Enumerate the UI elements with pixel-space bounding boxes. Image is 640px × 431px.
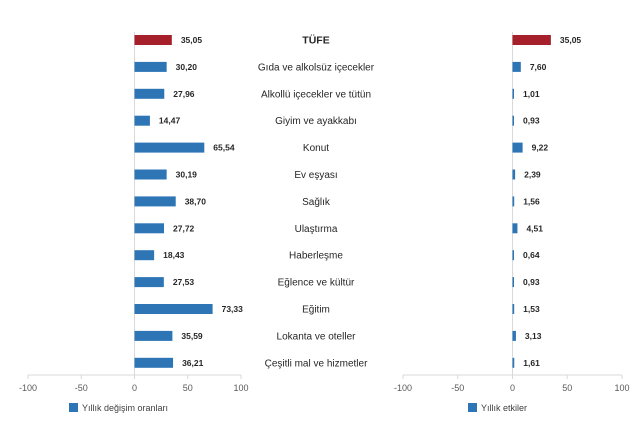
right-value-label: 1,01	[523, 89, 540, 99]
right-bar	[512, 35, 551, 45]
left-tick-label: 100	[233, 383, 248, 393]
right-bar	[512, 115, 514, 126]
right-bar	[512, 277, 514, 288]
left-bar	[134, 169, 167, 180]
right-bar	[512, 142, 523, 153]
left-bar	[134, 196, 176, 207]
left-tick-label: 0	[132, 383, 137, 393]
left-bar	[134, 142, 205, 153]
left-value-label: 27,72	[173, 223, 195, 233]
right-value-label: 1,53	[523, 304, 540, 314]
left-tick-label: 50	[183, 383, 193, 393]
category-label: Gıda ve alkolsüz içecekler	[258, 62, 375, 73]
category-label: Ulaştırma	[295, 224, 338, 235]
right-bar	[512, 196, 515, 207]
category-label: Çeşitli mal ve hizmetler	[265, 358, 368, 369]
category-label: Eğitim	[302, 305, 330, 316]
right-value-label: 0,64	[523, 250, 540, 260]
left-bar	[134, 35, 172, 45]
right-tick-label: 0	[510, 383, 515, 393]
right-bar	[512, 223, 518, 234]
category-label: Ev eşyası	[294, 170, 337, 181]
left-bar	[134, 88, 165, 99]
right-panel-annual-effects: -100 -50 0 50 100 35,05 7,60 1,01 0,93 9,22 2,39 1,…	[394, 32, 630, 413]
left-bar	[134, 61, 167, 72]
left-value-label: 30,20	[176, 62, 198, 72]
category-label: Konut	[303, 143, 329, 154]
right-bar	[512, 61, 521, 72]
left-value-label: 36,21	[182, 358, 204, 368]
left-bar	[134, 250, 155, 261]
right-tick-label: 50	[562, 383, 572, 393]
right-tick-label: -50	[451, 383, 464, 393]
left-value-label: 73,33	[222, 304, 244, 314]
right-bar	[512, 304, 515, 314]
right-value-label: 0,93	[523, 116, 540, 126]
left-bar	[134, 115, 150, 126]
right-value-label: 7,60	[530, 62, 547, 72]
left-bar	[134, 223, 165, 234]
right-value-label: 2,39	[524, 170, 541, 180]
category-label: Lokanta ve oteller	[277, 331, 357, 342]
left-value-label: 18,43	[163, 250, 185, 260]
left-value-label: 35,05	[181, 35, 203, 45]
right-value-label: 9,22	[532, 143, 549, 153]
right-value-label: 0,93	[523, 277, 540, 287]
right-value-label: 1,61	[523, 358, 540, 368]
category-label: Sağlık	[302, 197, 331, 208]
right-value-label: 3,13	[525, 331, 542, 341]
left-value-label: 27,96	[173, 89, 195, 99]
left-value-label: 38,70	[185, 196, 207, 206]
category-label: Alkollü içecekler ve tütün	[261, 89, 371, 100]
category-label: Eğlence ve kültür	[278, 278, 355, 289]
right-bar	[512, 250, 514, 261]
left-legend-label: Yıllık değişim oranları	[82, 403, 168, 413]
right-legend-label: Yıllık etkiler	[481, 403, 527, 413]
left-tick-label: -50	[75, 383, 88, 393]
left-bar	[134, 277, 164, 288]
left-bar	[134, 304, 213, 314]
left-value-label: 65,54	[213, 143, 235, 153]
left-legend-swatch	[69, 403, 78, 412]
right-bar	[512, 88, 514, 99]
category-labels: TÜFE Gıda ve alkolsüz içecekler Alkollü iç…	[258, 34, 375, 370]
right-value-label: 1,56	[523, 196, 540, 206]
right-tick-label: -100	[394, 383, 412, 393]
category-label: TÜFE	[302, 34, 329, 47]
left-value-label: 27,53	[173, 277, 195, 287]
right-bar	[512, 330, 516, 341]
left-bar	[134, 357, 174, 368]
right-bar	[512, 169, 516, 180]
right-legend-swatch	[468, 403, 477, 412]
right-tick-label: 100	[614, 383, 629, 393]
left-tick-label: -100	[19, 383, 37, 393]
right-value-label: 4,51	[526, 223, 543, 233]
left-value-label: 30,19	[176, 170, 198, 180]
left-value-label: 35,59	[181, 331, 203, 341]
left-bar	[134, 330, 173, 341]
category-label: Giyim ve ayakkabı	[275, 116, 357, 127]
right-value-label: 35,05	[560, 35, 582, 45]
category-label: Haberleşme	[289, 251, 343, 262]
left-panel-annual-change: -100 -50 0 50 100 35,05 30,20 27,96 14,47 65,54 30…	[19, 32, 249, 413]
right-bar	[512, 357, 515, 368]
left-value-label: 14,47	[159, 116, 181, 126]
